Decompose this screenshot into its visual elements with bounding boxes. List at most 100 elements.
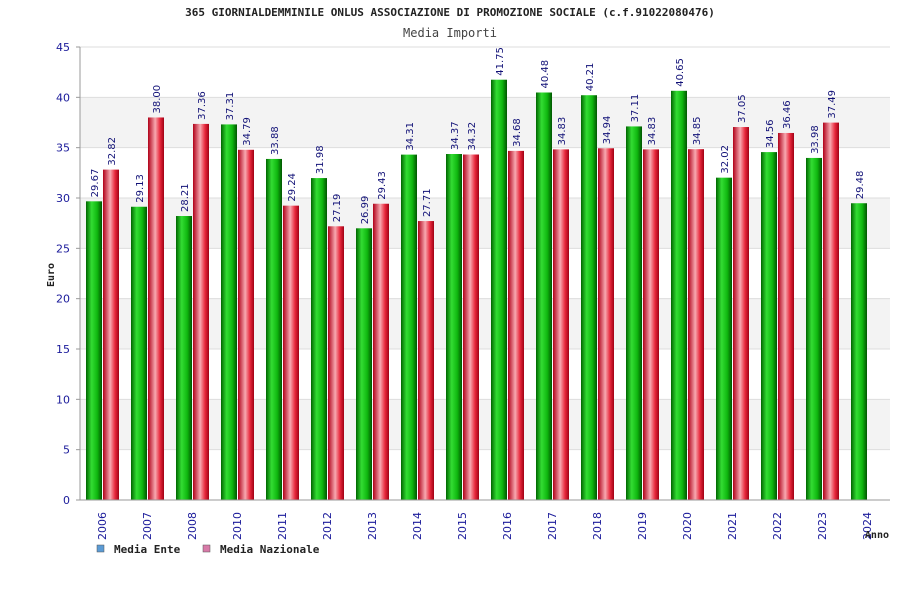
grid-band [80, 248, 890, 299]
y-tick-label: 30 [56, 192, 70, 205]
bar-media-ente-2020 [671, 90, 687, 500]
y-tick-label: 10 [56, 393, 70, 406]
y-tick-label: 15 [56, 343, 70, 356]
grid-band [80, 198, 890, 249]
bar-media-nazionale-2017 [553, 149, 569, 501]
bar-media-ente-2017 [536, 92, 552, 500]
x-tick-label: 2015 [456, 512, 469, 540]
bar-media-ente-2022 [761, 152, 777, 500]
bar-media-nazionale-2023 [823, 122, 839, 500]
legend-swatch-media-nazionale [202, 544, 211, 553]
bar-media-nazionale-2022 [778, 132, 794, 500]
value-label: 38.00 [152, 85, 163, 114]
bar-media-nazionale-2013 [373, 203, 389, 500]
value-label: 29.24 [287, 173, 298, 202]
grid-band [80, 349, 890, 400]
value-label: 37.49 [827, 90, 838, 119]
bar-media-ente-2006 [86, 201, 102, 500]
bar-media-ente-2014 [401, 154, 417, 500]
value-label: 34.37 [450, 121, 461, 150]
bar-media-nazionale-2018 [598, 148, 614, 500]
y-tick-label: 5 [63, 444, 70, 457]
value-label: 40.65 [675, 58, 686, 87]
bar-media-nazionale-2012 [328, 226, 344, 500]
bar-media-nazionale-2016 [508, 150, 524, 500]
bar-media-ente-2010 [221, 124, 237, 501]
y-axis-ticks: 0 5 10 15 20 25 30 35 40 45 [56, 41, 80, 507]
value-label: 27.19 [332, 194, 343, 223]
bar-media-nazionale-2007 [148, 117, 164, 500]
x-tick-label: 2013 [366, 512, 379, 540]
value-label: 40.48 [540, 60, 551, 89]
value-label: 32.02 [720, 145, 731, 174]
bar-media-nazionale-2006 [103, 169, 119, 500]
bar-media-ente-2021 [716, 177, 732, 500]
y-tick-label: 40 [56, 91, 70, 104]
bar-media-nazionale-2014 [418, 221, 434, 500]
value-label: 34.56 [765, 119, 776, 148]
value-label: 37.36 [197, 91, 208, 120]
value-label: 34.94 [602, 116, 613, 145]
bar-media-nazionale-2015 [463, 154, 479, 500]
grid-band [80, 147, 890, 198]
chart-subtitle: Media Importi [403, 26, 497, 40]
chart-title: 365 GIORNIALDEMMINILE ONLUS ASSOCIAZIONE… [185, 6, 715, 19]
x-tick-label: 2008 [186, 512, 199, 540]
plot-background [80, 47, 890, 500]
value-label: 29.43 [377, 171, 388, 200]
value-label: 34.83 [557, 117, 568, 146]
value-label: 37.31 [225, 92, 236, 121]
value-label: 34.31 [405, 122, 416, 151]
x-tick-label: 2021 [726, 512, 739, 540]
bar-media-ente-2023 [806, 157, 822, 500]
value-label: 33.88 [270, 126, 281, 155]
bar-media-ente-2018 [581, 95, 597, 500]
grid-band [80, 47, 890, 98]
y-tick-label: 35 [56, 142, 70, 155]
value-label: 34.68 [512, 118, 523, 147]
bar-media-ente-2007 [131, 206, 147, 500]
x-tick-label: 2011 [276, 512, 289, 540]
bar-media-nazionale-2011 [283, 205, 299, 500]
grid-band [80, 97, 890, 148]
x-tick-label: 2014 [411, 512, 424, 540]
value-label: 33.98 [810, 125, 821, 154]
value-label: 28.21 [180, 183, 191, 212]
x-tick-label: 2018 [591, 512, 604, 540]
x-tick-label: 2023 [816, 512, 829, 540]
legend-swatch-media-ente [96, 544, 105, 553]
bar-media-nazionale-2020 [688, 149, 704, 500]
x-tick-label: 2022 [771, 512, 784, 540]
x-tick-label: 2020 [681, 512, 694, 540]
value-label: 31.98 [315, 145, 326, 174]
x-tick-label: 2006 [96, 512, 109, 540]
value-label: 32.82 [107, 137, 118, 166]
bar-media-ente-2024 [851, 203, 867, 500]
x-tick-label: 2012 [321, 512, 334, 540]
value-label: 34.79 [242, 117, 253, 146]
bar-media-ente-2016 [491, 79, 507, 500]
bar-media-ente-2015 [446, 154, 462, 500]
value-label: 34.32 [467, 122, 478, 151]
bar-media-ente-2008 [176, 216, 192, 500]
grid-band [80, 298, 890, 349]
legend: Media Ente Media Nazionale [96, 543, 320, 556]
x-tick-label: 2010 [231, 512, 244, 540]
bar-media-ente-2011 [266, 158, 282, 500]
value-label: 41.75 [495, 47, 506, 76]
value-label: 40.21 [585, 63, 596, 92]
bar-media-nazionale-2021 [733, 127, 749, 500]
grid-band [80, 399, 890, 450]
x-tick-label: 2017 [546, 512, 559, 540]
value-label: 37.05 [737, 94, 748, 123]
x-tick-label: 2019 [636, 512, 649, 540]
bar-media-nazionale-2010 [238, 149, 254, 500]
value-label: 37.11 [630, 94, 641, 123]
y-axis-label: Euro [46, 263, 57, 287]
legend-label-media-ente: Media Ente [114, 543, 181, 556]
x-axis-ticks: 2006 2007 2008 2010 2011 2012 2013 2014 2015 2016… [96, 512, 874, 540]
bar-media-nazionale-2008 [193, 123, 209, 500]
bar-media-ente-2019 [626, 126, 642, 501]
value-label: 34.83 [647, 117, 658, 146]
